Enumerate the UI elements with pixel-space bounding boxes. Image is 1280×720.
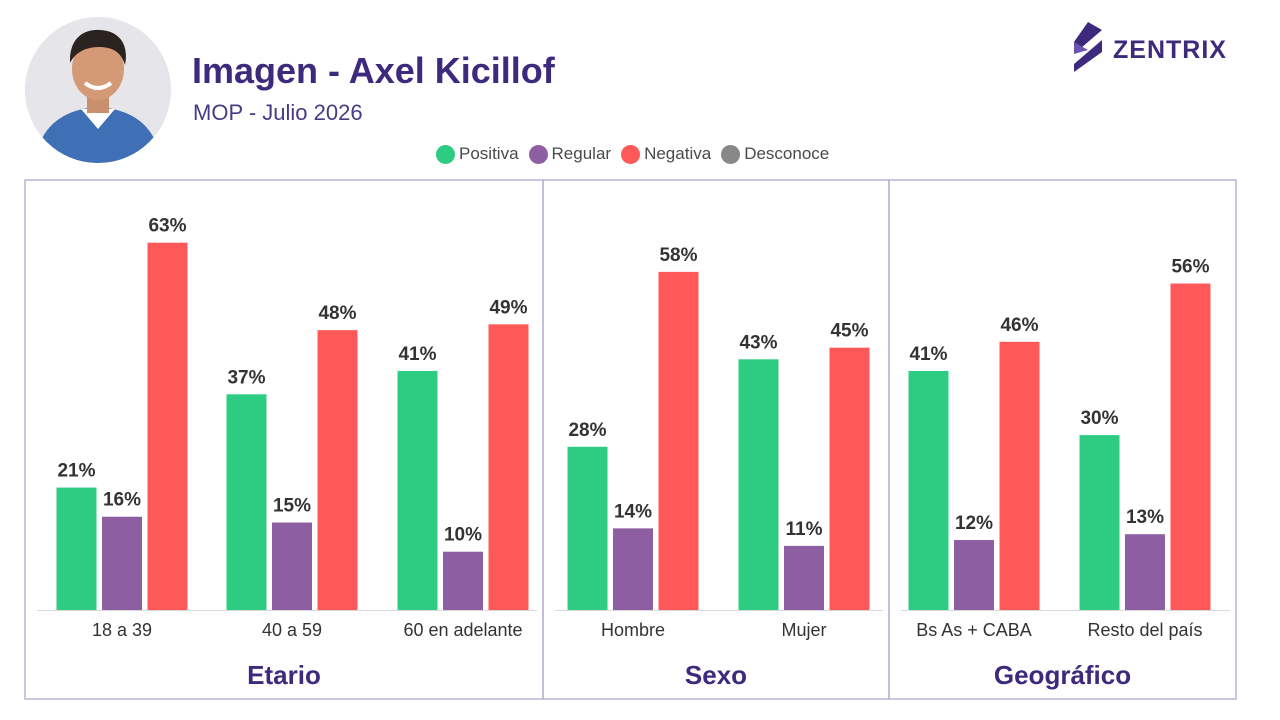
data-label: 58%: [659, 245, 697, 266]
group-label: Geográfico: [994, 660, 1131, 690]
chart-title: Imagen - Axel Kicillof: [192, 50, 555, 91]
zentrix-logo-icon: [1074, 22, 1102, 72]
bar-regular: [102, 516, 142, 610]
brand-name: ZENTRIX: [1113, 36, 1227, 64]
legend-label: Regular: [551, 144, 612, 163]
bar-regular: [443, 551, 483, 610]
avatar: [25, 17, 171, 163]
group-label: Sexo: [685, 660, 747, 690]
bar-negativa: [147, 242, 188, 610]
category-label: 60 en adelante: [403, 620, 522, 640]
bar-positiva: [908, 370, 949, 610]
legend-item-desconoce: Desconoce: [721, 144, 829, 164]
panel-frame: [888, 179, 1237, 700]
category-label: 40 a 59: [262, 620, 322, 640]
legend-item-positiva: Positiva: [436, 144, 519, 164]
group-label: Etario: [247, 660, 321, 690]
data-label: 41%: [398, 344, 436, 365]
data-label: 49%: [489, 297, 527, 318]
bar-regular: [1125, 534, 1165, 610]
data-label: 41%: [909, 344, 947, 365]
bar-positiva: [397, 370, 438, 610]
data-label: 43%: [739, 332, 777, 353]
category-label: Hombre: [601, 620, 665, 640]
legend-label: Negativa: [644, 144, 712, 163]
data-label: 45%: [830, 321, 868, 342]
legend-item-negativa: Negativa: [621, 144, 711, 164]
data-label: 37%: [227, 367, 265, 388]
data-label: 21%: [57, 461, 95, 482]
data-label: 11%: [786, 519, 823, 540]
data-label: 12%: [955, 513, 993, 534]
chart-legend: Positiva Regular Negativa Desconoce: [436, 143, 839, 165]
data-label: 48%: [318, 303, 356, 324]
bar-positiva: [56, 487, 97, 610]
category-label: Mujer: [781, 620, 826, 640]
bar-negativa: [317, 330, 358, 610]
category-label: Resto del país: [1087, 620, 1202, 640]
data-label: 63%: [148, 216, 186, 237]
bar-negativa: [999, 341, 1040, 610]
legend-swatch-desconoce: [721, 144, 741, 164]
legend-label: Desconoce: [744, 144, 830, 163]
bar-negativa: [658, 271, 699, 610]
bar-regular: [613, 528, 653, 610]
chart-subtitle: MOP - Julio 2026: [193, 100, 363, 125]
data-label: 56%: [1171, 257, 1209, 278]
data-label: 10%: [444, 525, 482, 546]
data-label: 28%: [568, 420, 606, 441]
data-label: 14%: [614, 501, 652, 522]
legend-label: Positiva: [459, 144, 519, 163]
bar-positiva: [567, 446, 608, 610]
bar-regular: [272, 522, 312, 610]
bar-regular: [784, 545, 824, 610]
legend-swatch-negativa: [621, 144, 641, 164]
category-label: Bs As + CABA: [916, 620, 1032, 640]
data-label: 30%: [1080, 408, 1118, 429]
bar-positiva: [738, 359, 779, 610]
data-label: 15%: [273, 496, 311, 517]
person-photo-icon: [25, 17, 171, 163]
data-label: 16%: [103, 490, 141, 511]
legend-swatch-regular: [528, 144, 548, 164]
data-label: 46%: [1000, 315, 1038, 336]
brand-logo: ZENTRIX: [1068, 20, 1268, 74]
bar-regular: [954, 540, 994, 610]
bar-positiva: [226, 394, 267, 610]
bar-negativa: [829, 347, 870, 610]
bar-negativa: [1170, 283, 1211, 610]
legend-swatch-positiva: [436, 144, 455, 164]
bar-positiva: [1079, 435, 1120, 610]
data-label: 13%: [1126, 507, 1164, 528]
category-label: 18 a 39: [92, 620, 152, 640]
bar-negativa: [488, 324, 529, 610]
legend-item-regular: Regular: [528, 144, 612, 164]
